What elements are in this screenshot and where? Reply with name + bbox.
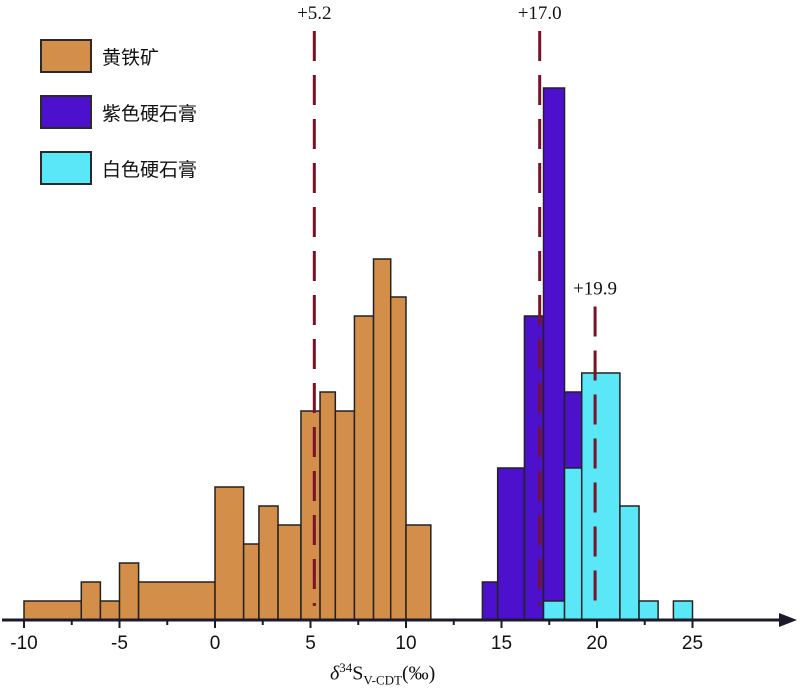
bar-series-2	[580, 372, 621, 621]
x-tick-label: 20	[586, 633, 607, 654]
x-axis: -10 -5 0 5 10 15 20 25	[2, 613, 797, 654]
legend-swatch-pyrite	[40, 39, 92, 73]
bar-series-0	[80, 581, 102, 621]
x-tick-label: 15	[491, 633, 512, 654]
x-axis-label-sub: V-CDT	[363, 672, 402, 688]
x-tick-label: 25	[682, 633, 703, 654]
bar-series-0	[389, 296, 407, 621]
reference-line-label: +5.2	[297, 3, 331, 24]
bar-series-0	[353, 315, 375, 621]
bar-series-2	[672, 600, 694, 621]
legend-item-purple-anhydrite: 紫色硬石膏	[40, 94, 197, 130]
bar-series-0	[277, 524, 302, 621]
x-tick-label: -5	[111, 633, 128, 654]
bar-series-1	[481, 581, 499, 621]
x-axis-label-prefix: δ	[330, 662, 340, 685]
bar-series-0	[372, 258, 392, 621]
x-tick-label: 5	[305, 633, 316, 654]
bar-series-0	[300, 410, 321, 621]
reference-line-label: +19.9	[573, 279, 617, 300]
x-tick-label: -10	[10, 633, 37, 654]
legend-label-white-anhydrite: 白色硬石膏	[102, 158, 198, 181]
reference-lines-layer: +5.2 +17.0 +19.9	[297, 3, 617, 606]
bar-series-0	[214, 486, 245, 621]
bar-series-0	[242, 543, 260, 621]
bar-series-0	[258, 505, 279, 621]
bar-series-2	[542, 600, 566, 621]
x-axis-label-main: S	[352, 662, 364, 685]
reference-line-label: +17.0	[518, 3, 562, 24]
bar-series-2	[638, 600, 659, 621]
x-axis-label-sup: 34	[339, 660, 353, 675]
bar-series-0	[137, 581, 216, 621]
legend-label-pyrite: 黄铁矿	[102, 46, 160, 69]
legend-item-pyrite: 黄铁矿	[40, 38, 197, 74]
x-tick-label: 10	[395, 633, 416, 654]
x-axis-arrow-icon	[779, 613, 797, 627]
bar-series-1	[542, 87, 566, 621]
bar-series-0	[334, 410, 356, 621]
bar-series-2	[563, 467, 583, 621]
bar-series-0	[118, 562, 140, 621]
legend-swatch-purple-anhydrite	[40, 95, 92, 129]
legend-swatch-white-anhydrite	[40, 151, 92, 185]
x-tick-label: 0	[210, 633, 221, 654]
bar-series-0	[99, 600, 121, 621]
bar-series-0	[23, 600, 83, 621]
legend-item-white-anhydrite: 白色硬石膏	[40, 150, 197, 186]
legend: 黄铁矿 紫色硬石膏 白色硬石膏	[40, 38, 197, 206]
bar-series-2	[619, 505, 640, 621]
x-axis-label: δ34SV-CDT(‰)	[330, 660, 435, 689]
x-axis-label-suffix: (‰)	[401, 662, 436, 685]
legend-label-purple-anhydrite: 紫色硬石膏	[102, 102, 198, 125]
bar-series-0	[319, 391, 337, 621]
bar-series-1	[496, 467, 526, 621]
bar-series-0	[405, 524, 432, 621]
